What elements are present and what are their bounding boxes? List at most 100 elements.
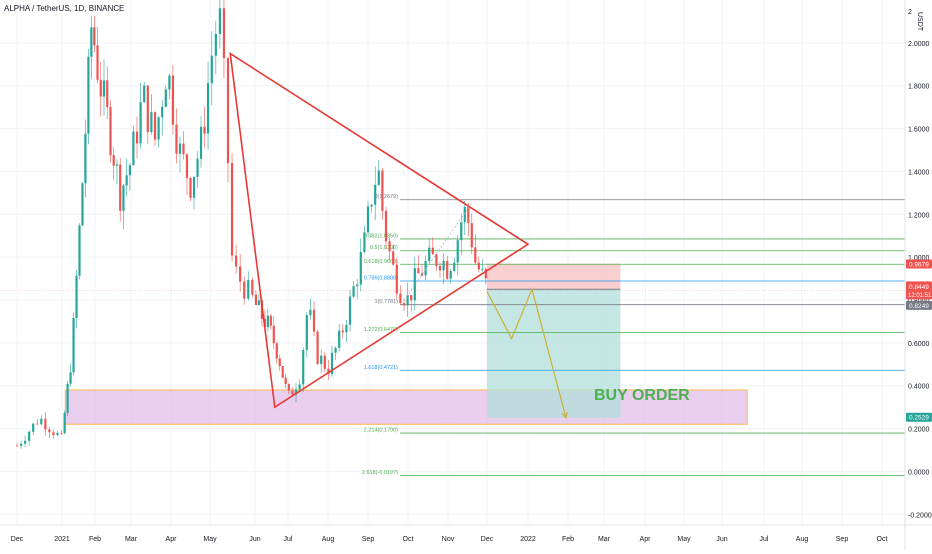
y-tick-label: 1.8000	[908, 84, 930, 91]
buy-order-label: BUY ORDER	[594, 387, 690, 404]
candle	[251, 279, 254, 295]
current-price-tag: 0.8449	[909, 284, 929, 291]
candle	[410, 295, 413, 301]
candle	[327, 368, 330, 375]
candle	[247, 279, 250, 299]
second-price-tag-bg	[906, 300, 932, 310]
candle	[377, 170, 380, 185]
candle	[243, 281, 246, 299]
candle	[467, 207, 470, 224]
candle	[287, 383, 290, 391]
candle	[312, 309, 316, 332]
candle	[406, 295, 409, 306]
candle	[175, 124, 178, 154]
x-tick-label: May	[203, 536, 217, 543]
x-tick-label: Jul	[284, 536, 293, 543]
grid	[0, 0, 905, 525]
projection-arrowhead	[561, 411, 568, 420]
projection-path	[486, 287, 567, 419]
fib-level-label: 0.382(1.0850)	[364, 233, 398, 239]
candle	[153, 112, 157, 140]
y-tick-label: 1.4000	[908, 169, 930, 176]
candle	[298, 384, 301, 390]
y-tick-label: 1.6000	[908, 127, 930, 134]
x-tick-label: Dec	[481, 536, 494, 543]
candle	[235, 255, 238, 267]
y-tick-label: 0.6000	[908, 341, 930, 348]
candle	[456, 240, 459, 263]
candle	[309, 309, 312, 316]
candle	[272, 325, 275, 344]
candle	[106, 80, 109, 107]
candle	[192, 176, 196, 198]
x-tick-label: Oct	[403, 536, 414, 543]
x-tick-label: Jul	[760, 536, 769, 543]
x-tick-label: Aug	[796, 536, 809, 543]
candle	[431, 247, 434, 255]
candle	[214, 33, 217, 56]
candle	[239, 266, 242, 282]
candle	[284, 377, 287, 384]
candle	[199, 126, 203, 159]
candle	[75, 275, 78, 318]
stop-level-tag: 0.9679	[909, 262, 929, 269]
candle	[316, 331, 319, 364]
candle	[36, 423, 39, 425]
candle	[254, 294, 258, 306]
fib-level-label: 1.618(0.4721)	[364, 365, 398, 371]
fib-level-label: 1(0.7781)	[374, 299, 398, 305]
candle	[157, 117, 160, 140]
candle	[132, 131, 135, 166]
x-tick-label: Sep	[362, 536, 375, 543]
candle	[417, 268, 420, 274]
candle	[48, 429, 51, 433]
candle	[81, 183, 84, 226]
candle	[323, 355, 326, 369]
fib-level-label: 0.5(1.0300)	[370, 245, 398, 251]
candle	[90, 27, 93, 57]
stop-level-tag-bg	[906, 259, 932, 269]
buy-price-tag-bg	[906, 412, 932, 422]
y-axis: -0.20000.00000.20000.40000.60000.80001.0…	[904, 0, 932, 550]
candle	[470, 223, 473, 248]
y-tick-label: 2.0000	[908, 41, 930, 48]
candle	[384, 210, 388, 242]
candle	[69, 372, 72, 384]
candle	[463, 207, 466, 223]
candle	[56, 432, 59, 436]
fib-level-label: 2.618(-0.0197)	[362, 470, 398, 476]
buy-price-tag: 0.2529	[909, 415, 929, 422]
candle	[484, 269, 487, 279]
candle	[135, 131, 139, 144]
candle	[15, 445, 19, 447]
candle	[122, 185, 125, 211]
candle	[128, 165, 132, 176]
candle	[477, 262, 480, 270]
candle	[24, 440, 27, 444]
candle	[139, 102, 142, 144]
candle	[72, 317, 75, 373]
y-tick-label: 0.4000	[908, 384, 930, 391]
candle	[402, 303, 406, 306]
candle	[438, 266, 442, 271]
zones	[64, 263, 748, 425]
candle	[374, 184, 377, 205]
candle	[66, 383, 69, 413]
candle	[196, 158, 199, 177]
fib-levels: 0(1.2679) 0.382(1.0850) 0.5(1.0300) 0.618(0…	[362, 194, 905, 476]
x-tick-label: Feb	[562, 536, 574, 543]
y-tick-label: 0.0000	[908, 469, 930, 476]
x-tick-label: 2022	[520, 536, 536, 543]
candle	[435, 254, 438, 267]
candle	[60, 432, 63, 434]
candle	[392, 251, 395, 265]
x-tick-label: Mar	[125, 536, 138, 543]
candle	[453, 262, 456, 271]
candle	[395, 264, 398, 294]
candle	[230, 163, 234, 256]
candle	[222, 8, 226, 59]
x-tick-label: Oct	[877, 536, 888, 543]
current-price-tag-bg	[906, 281, 932, 300]
fib-level-label: 0.618(0.9668)	[364, 259, 398, 265]
